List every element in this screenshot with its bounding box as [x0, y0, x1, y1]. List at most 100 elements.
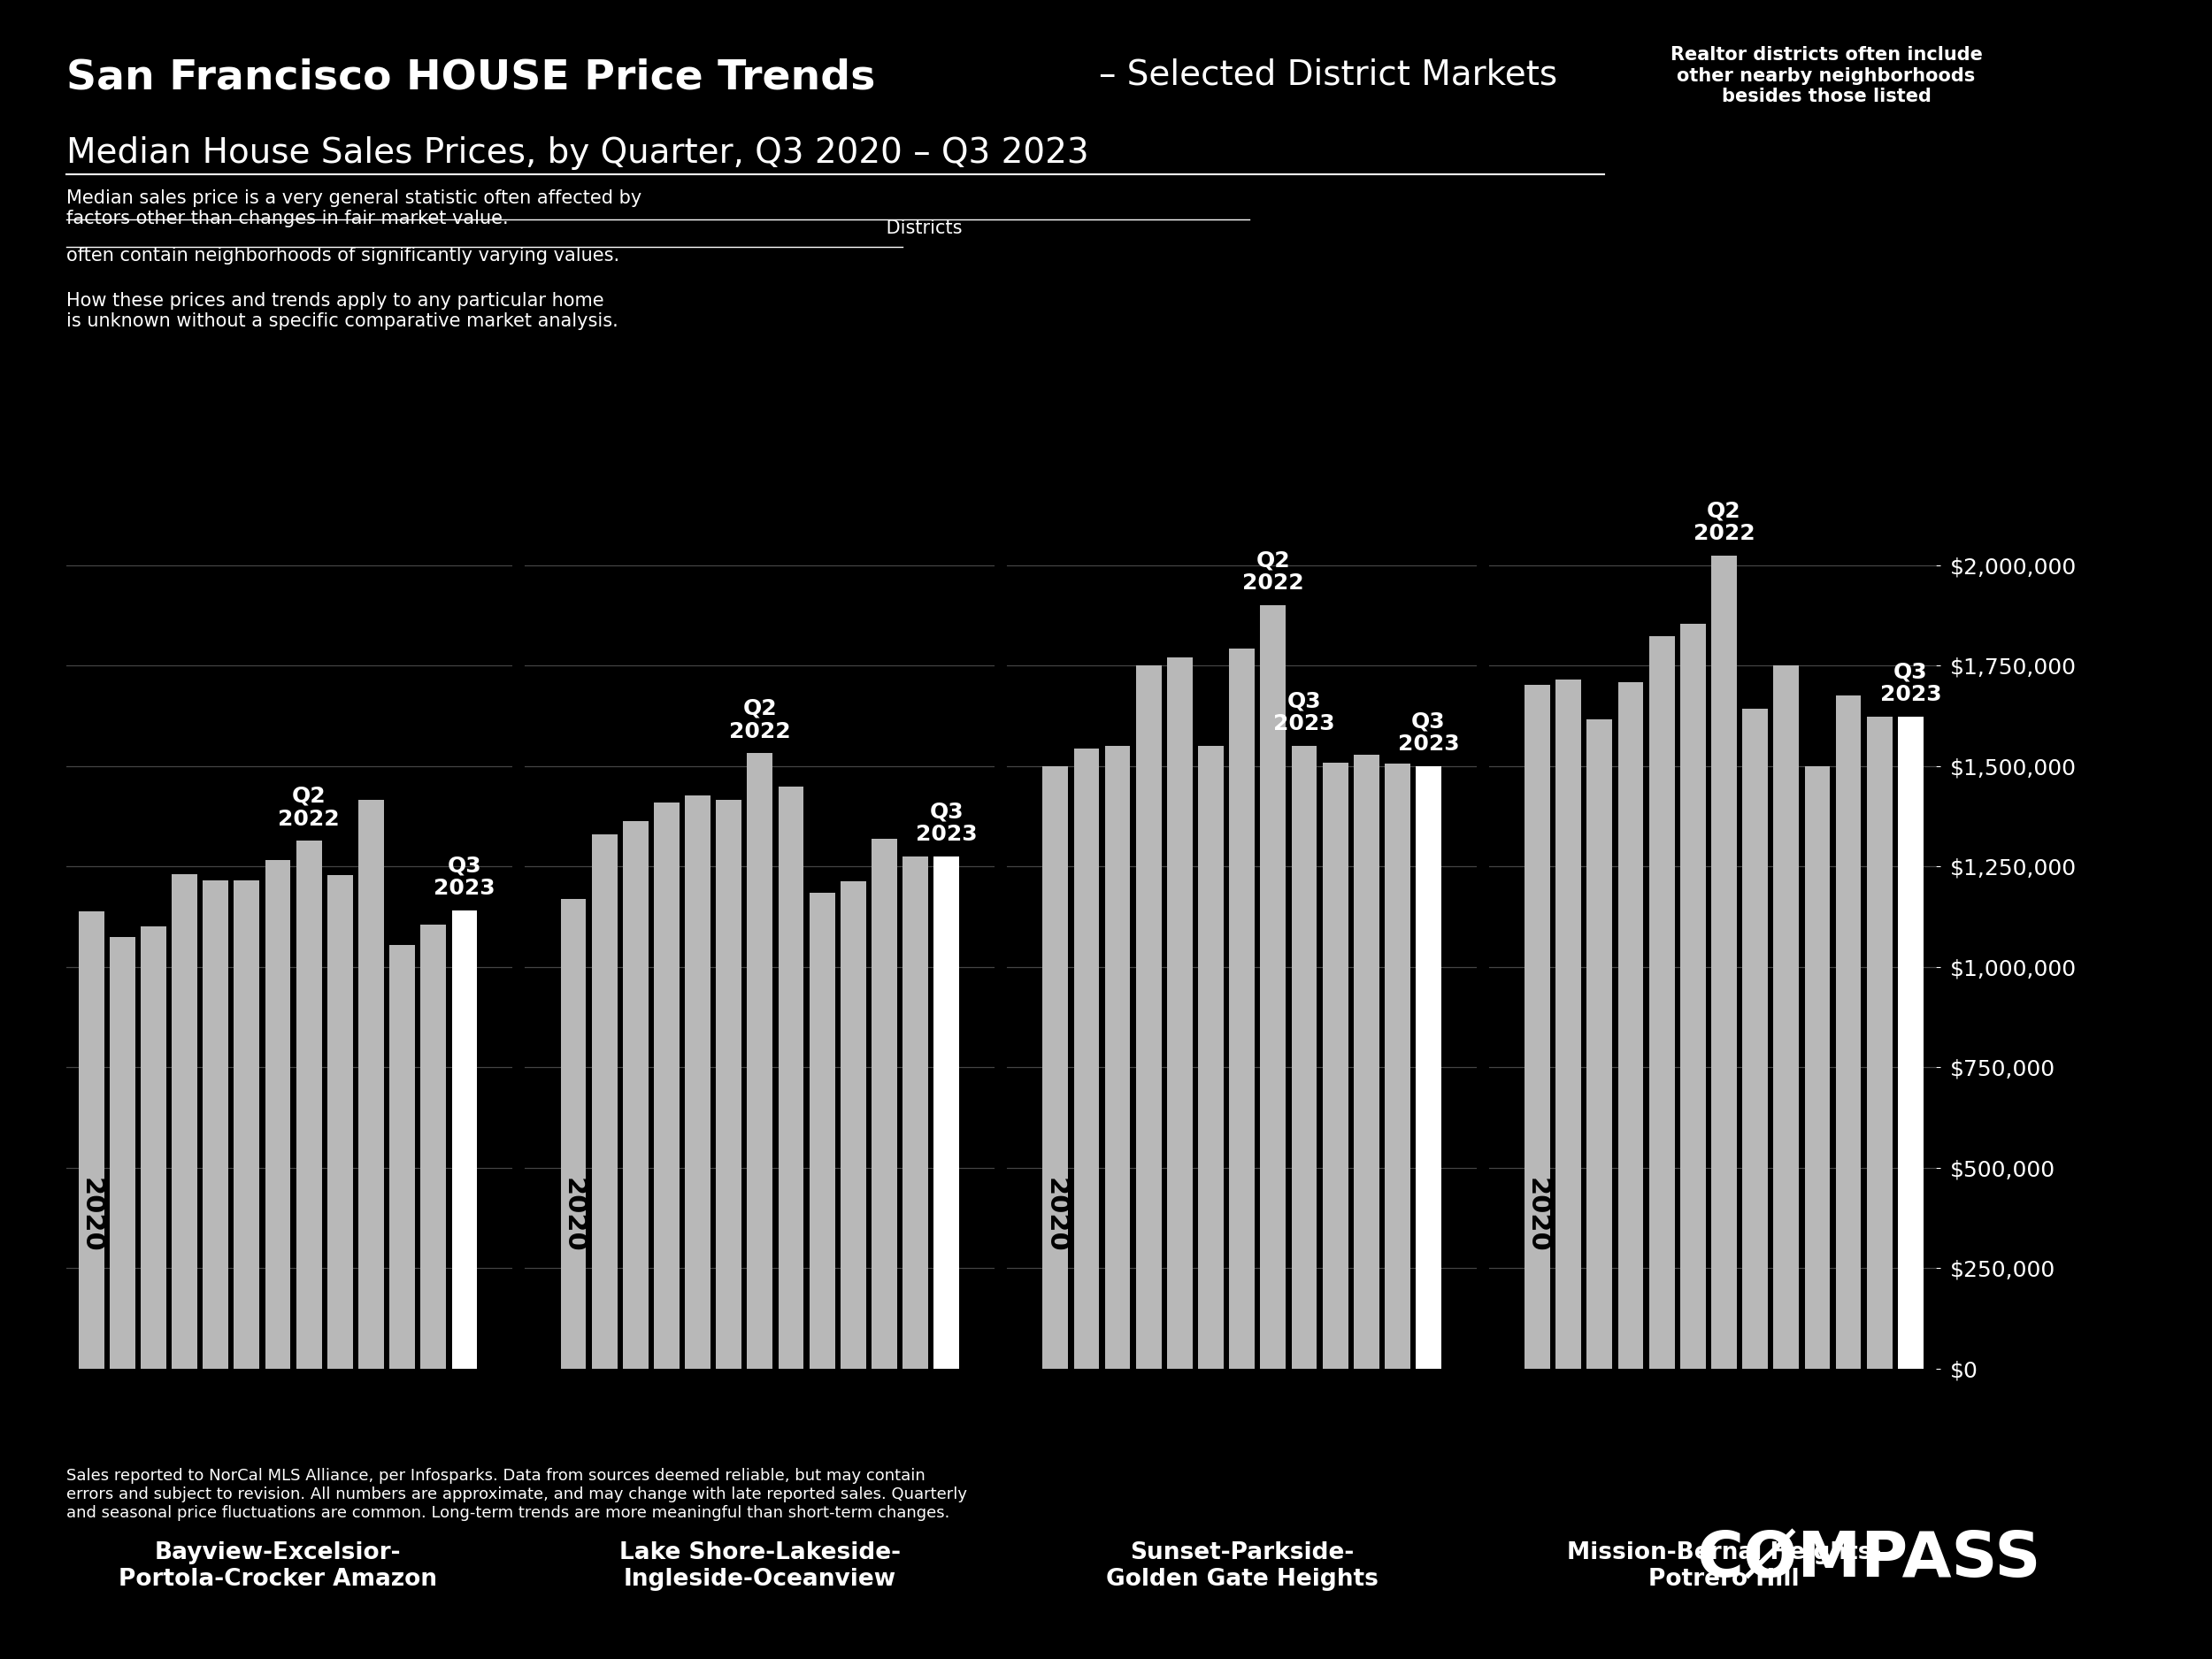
Bar — [1416, 766, 1442, 1369]
Bar — [1586, 720, 1613, 1369]
Bar — [1104, 747, 1130, 1369]
Text: $1,427,500: $1,427,500 — [686, 1390, 697, 1468]
Text: $1,105,000: $1,105,000 — [420, 1390, 434, 1468]
Text: 2020: 2020 — [560, 1178, 586, 1253]
Text: Q3
2023: Q3 2023 — [1274, 690, 1336, 735]
Text: $1,215,000: $1,215,000 — [204, 1390, 215, 1468]
Bar — [779, 786, 803, 1369]
Text: $1,853,025: $1,853,025 — [1681, 1390, 1692, 1468]
Bar — [624, 821, 648, 1369]
Bar — [1073, 748, 1099, 1369]
Bar — [933, 856, 960, 1369]
Text: $1,227,500: $1,227,500 — [327, 1390, 341, 1468]
Bar — [265, 861, 290, 1369]
Text: often contain neighborhoods of significantly varying values.: often contain neighborhoods of significa… — [66, 247, 619, 265]
Text: $1,500,000: $1,500,000 — [1805, 1390, 1818, 1468]
Text: $1,792,000: $1,792,000 — [1230, 1390, 1241, 1468]
Text: Median House Sales Prices, by Quarter, Q3 2020 – Q3 2023: Median House Sales Prices, by Quarter, Q… — [66, 136, 1088, 169]
Text: Q3
2023: Q3 2023 — [916, 801, 978, 844]
Text: $1,415,000: $1,415,000 — [358, 1390, 372, 1468]
Text: Bayview-Excelsior-
Portola-Crocker Amazon: Bayview-Excelsior- Portola-Crocker Amazo… — [119, 1541, 438, 1591]
Text: $1,275,000: $1,275,000 — [933, 1390, 947, 1468]
Bar — [1650, 635, 1674, 1369]
Text: $1,415,000: $1,415,000 — [717, 1390, 728, 1468]
Text: 2020: 2020 — [1524, 1178, 1551, 1253]
Bar — [1681, 624, 1705, 1369]
Bar — [1867, 717, 1891, 1369]
Text: How these prices and trends apply to any particular home
is unknown without a sp: How these prices and trends apply to any… — [66, 292, 619, 330]
Text: $1,531,500: $1,531,500 — [748, 1390, 761, 1468]
Bar — [1292, 747, 1316, 1369]
Text: $1,170,000: $1,170,000 — [562, 1390, 573, 1468]
Bar — [1836, 695, 1860, 1369]
Bar — [1385, 763, 1411, 1369]
Text: Q2
2022: Q2 2022 — [1243, 549, 1303, 594]
Bar — [1137, 665, 1161, 1369]
Bar — [1743, 708, 1767, 1369]
Text: Sunset-Parkside-
Golden Gate Heights: Sunset-Parkside- Golden Gate Heights — [1106, 1541, 1378, 1591]
Bar — [420, 924, 447, 1369]
Text: $1,500,000: $1,500,000 — [1416, 1390, 1429, 1468]
Bar — [1524, 685, 1551, 1369]
Bar — [111, 937, 135, 1369]
Text: $1,075,000: $1,075,000 — [111, 1390, 122, 1468]
Text: $1,715,000: $1,715,000 — [1555, 1390, 1568, 1468]
Bar — [748, 753, 772, 1369]
Text: San Francisco HOUSE Price Trends: San Francisco HOUSE Price Trends — [66, 58, 876, 98]
Bar — [717, 800, 741, 1369]
Text: $1,330,000: $1,330,000 — [593, 1390, 604, 1468]
Bar — [389, 944, 416, 1369]
Bar — [841, 881, 865, 1369]
Text: $1,505,000: $1,505,000 — [1385, 1390, 1398, 1468]
Text: Realtor districts often include
other nearby neighborhoods
besides those listed: Realtor districts often include other ne… — [1670, 46, 1982, 105]
Bar — [872, 839, 898, 1369]
Text: $1,750,000: $1,750,000 — [1137, 1390, 1148, 1468]
Bar — [204, 881, 228, 1369]
Text: $1,770,000: $1,770,000 — [1168, 1390, 1179, 1468]
Text: $1,055,000: $1,055,000 — [389, 1390, 403, 1468]
Text: Q3
2023: Q3 2023 — [1880, 662, 1942, 705]
Text: Q3
2023: Q3 2023 — [434, 854, 495, 899]
Bar — [1617, 682, 1644, 1369]
Bar — [902, 856, 929, 1369]
Bar — [142, 927, 166, 1369]
Bar — [1712, 556, 1736, 1369]
Text: Q3
2023: Q3 2023 — [1398, 710, 1460, 755]
Bar — [1555, 680, 1582, 1369]
Text: 2020: 2020 — [77, 1178, 104, 1253]
Text: $1,622,500: $1,622,500 — [1898, 1390, 1911, 1468]
Text: $1,708,125: $1,708,125 — [1619, 1390, 1630, 1468]
Text: $1,230,000: $1,230,000 — [173, 1390, 184, 1468]
Text: Districts: Districts — [880, 219, 962, 237]
Text: $1,212,500: $1,212,500 — [841, 1390, 854, 1468]
Text: $1,319,000: $1,319,000 — [872, 1390, 885, 1468]
Bar — [1323, 763, 1347, 1369]
Bar — [1774, 665, 1798, 1369]
Bar — [1042, 766, 1068, 1369]
Bar — [77, 911, 104, 1369]
Text: $1,140,000: $1,140,000 — [451, 1390, 465, 1468]
Bar — [591, 834, 617, 1369]
Text: $1,750,000: $1,750,000 — [1774, 1390, 1787, 1468]
Text: Sales reported to NorCal MLS Alliance, per Infosparks. Data from sources deemed : Sales reported to NorCal MLS Alliance, p… — [66, 1468, 967, 1521]
Text: Q2
2022: Q2 2022 — [730, 698, 790, 742]
Text: $1,265,000: $1,265,000 — [265, 1390, 279, 1468]
Text: $1,701,000: $1,701,000 — [1524, 1390, 1537, 1468]
Text: $1,500,000: $1,500,000 — [1044, 1390, 1055, 1468]
Text: $1,528,000: $1,528,000 — [1354, 1390, 1367, 1468]
Bar — [451, 911, 478, 1369]
Text: Mission-Bernal Heights-
Potrero Hill: Mission-Bernal Heights- Potrero Hill — [1566, 1541, 1880, 1591]
Bar — [810, 893, 834, 1369]
Bar — [327, 876, 352, 1369]
Bar — [234, 881, 259, 1369]
Text: $1,215,000: $1,215,000 — [234, 1390, 248, 1468]
Text: $2,023,000: $2,023,000 — [1712, 1390, 1723, 1468]
Text: $1,550,000: $1,550,000 — [1199, 1390, 1210, 1468]
Text: Q2
2022: Q2 2022 — [1692, 501, 1754, 544]
Text: $1,138,000: $1,138,000 — [80, 1390, 91, 1468]
Text: $1,622,500: $1,622,500 — [1867, 1390, 1880, 1468]
Text: $1,100,000: $1,100,000 — [142, 1390, 153, 1468]
Text: Median sales price is a very general statistic often affected by
factors other t: Median sales price is a very general sta… — [66, 189, 641, 227]
Bar — [686, 795, 710, 1369]
Bar — [358, 800, 385, 1369]
